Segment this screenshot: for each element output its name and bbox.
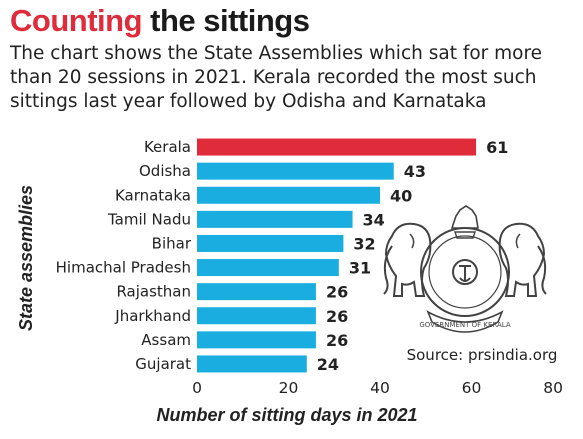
emblem-label: GOVERNMENT OF KERALA bbox=[419, 321, 511, 329]
bars bbox=[197, 138, 477, 373]
category-label-jharkhand: Jharkhand bbox=[114, 307, 191, 325]
value-label-himachal-pradesh: 31 bbox=[349, 259, 371, 278]
bar-karnataka bbox=[197, 186, 380, 204]
title-rest: the sittings bbox=[150, 3, 310, 38]
value-label-karnataka: 40 bbox=[390, 186, 412, 205]
source-note: Source: prsindia.org bbox=[407, 346, 558, 364]
value-label-bihar: 32 bbox=[353, 234, 375, 253]
category-label-rajasthan: Rajasthan bbox=[116, 283, 191, 301]
bar-bihar bbox=[197, 234, 344, 252]
x-tick-0: 0 bbox=[192, 379, 202, 397]
value-label-odisha: 43 bbox=[404, 162, 426, 181]
chart-title: Counting the sittings bbox=[10, 2, 310, 40]
value-label-gujarat: 24 bbox=[317, 355, 339, 374]
x-axis-title: Number of sitting days in 2021 bbox=[156, 405, 417, 425]
bar-kerala bbox=[197, 138, 477, 156]
bar-gujarat bbox=[197, 355, 307, 373]
category-label-karnataka: Karnataka bbox=[115, 186, 191, 204]
value-label-kerala: 61 bbox=[486, 138, 508, 157]
x-axis-ticks: 0 20 40 60 80 bbox=[192, 379, 563, 397]
category-label-gujarat: Gujarat bbox=[135, 355, 191, 373]
kerala-government-emblem-icon: GOVERNMENT OF KERALA bbox=[383, 205, 547, 333]
bar-himachal-pradesh bbox=[197, 259, 339, 277]
y-axis-title: State assemblies bbox=[16, 185, 36, 331]
value-label-tamil-nadu: 34 bbox=[363, 210, 385, 229]
value-label-assam: 26 bbox=[326, 331, 348, 350]
value-label-jharkhand: 26 bbox=[326, 307, 348, 326]
category-label-odisha: Odisha bbox=[139, 162, 191, 180]
category-label-bihar: Bihar bbox=[152, 234, 192, 252]
bar-odisha bbox=[197, 162, 394, 180]
chart-subtitle: The chart shows the State Assemblies whi… bbox=[10, 43, 543, 112]
title-accent: Counting bbox=[10, 3, 143, 38]
category-label-tamil-nadu: Tamil Nadu bbox=[107, 210, 191, 228]
category-label-kerala: Kerala bbox=[144, 138, 191, 156]
bar-rajasthan bbox=[197, 283, 316, 301]
x-tick-40: 40 bbox=[370, 379, 390, 397]
x-tick-60: 60 bbox=[462, 379, 482, 397]
bar-assam bbox=[197, 331, 316, 349]
category-label-assam: Assam bbox=[141, 331, 191, 349]
bar-jharkhand bbox=[197, 307, 316, 325]
category-label-himachal-pradesh: Himachal Pradesh bbox=[56, 259, 191, 277]
value-label-rajasthan: 26 bbox=[326, 283, 348, 302]
category-labels: Kerala Odisha Karnataka Tamil Nadu Bihar Hima… bbox=[56, 138, 192, 373]
x-tick-20: 20 bbox=[279, 379, 299, 397]
bar-tamil-nadu bbox=[197, 210, 353, 228]
x-tick-80: 80 bbox=[543, 379, 563, 397]
